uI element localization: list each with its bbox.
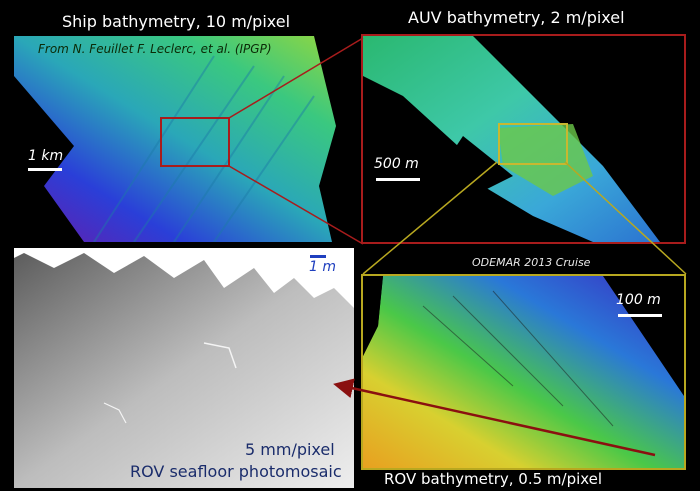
ship-bathymetry-map xyxy=(14,36,351,242)
auv-bathymetry-title: AUV bathymetry, 2 m/pixel xyxy=(408,8,625,27)
photomosaic-scale-bar xyxy=(310,255,326,258)
ship-scale-label: 1 km xyxy=(28,148,64,164)
ship-scale-bar xyxy=(28,168,62,171)
auv-scale-bar xyxy=(376,178,420,181)
auv-bathymetry-map xyxy=(361,34,686,244)
photomosaic-scale-label: 1 m xyxy=(309,259,336,275)
rov-scale-label: 100 m xyxy=(616,292,661,308)
photomosaic-caption: ROV seafloor photomosaic xyxy=(130,462,342,481)
rov-photomosaic xyxy=(14,248,354,488)
rov-bathymetry-title: ROV bathymetry, 0.5 m/pixel xyxy=(380,470,607,488)
rov-scale-bar xyxy=(618,314,662,317)
photomosaic-resolution: 5 mm/pixel xyxy=(245,440,335,459)
cruise-label: ODEMAR 2013 Cruise xyxy=(472,256,591,269)
auv-scale-label: 500 m xyxy=(374,156,419,172)
credit-text: From N. Feuillet F. Leclerc, et al. (IPG… xyxy=(38,42,272,56)
ship-bathymetry-title: Ship bathymetry, 10 m/pixel xyxy=(62,12,291,31)
